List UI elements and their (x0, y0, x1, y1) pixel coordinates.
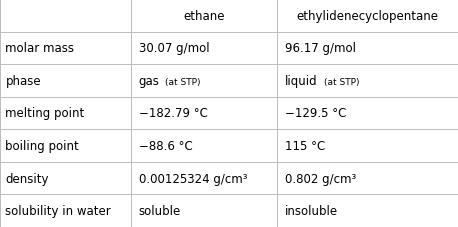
Text: 30.07 g/mol: 30.07 g/mol (139, 42, 209, 55)
Text: solubility in water: solubility in water (5, 204, 111, 217)
Text: (at STP): (at STP) (324, 78, 360, 87)
Text: melting point: melting point (5, 107, 85, 120)
Text: 96.17 g/mol: 96.17 g/mol (285, 42, 356, 55)
Text: liquid: liquid (285, 75, 318, 88)
Text: −129.5 °C: −129.5 °C (285, 107, 347, 120)
Text: molar mass: molar mass (5, 42, 75, 55)
Text: 0.00125324 g/cm³: 0.00125324 g/cm³ (139, 172, 247, 185)
Text: soluble: soluble (139, 204, 181, 217)
Text: phase: phase (5, 75, 41, 88)
Text: insoluble: insoluble (285, 204, 338, 217)
Text: ethylidenecyclopentane: ethylidenecyclopentane (296, 10, 439, 23)
Text: boiling point: boiling point (5, 139, 79, 152)
Text: ethane: ethane (183, 10, 224, 23)
Text: density: density (5, 172, 49, 185)
Text: −88.6 °C: −88.6 °C (139, 139, 192, 152)
Text: (at STP): (at STP) (165, 78, 201, 87)
Text: 0.802 g/cm³: 0.802 g/cm³ (285, 172, 357, 185)
Text: gas: gas (139, 75, 160, 88)
Text: −182.79 °C: −182.79 °C (139, 107, 207, 120)
Text: 115 °C: 115 °C (285, 139, 326, 152)
